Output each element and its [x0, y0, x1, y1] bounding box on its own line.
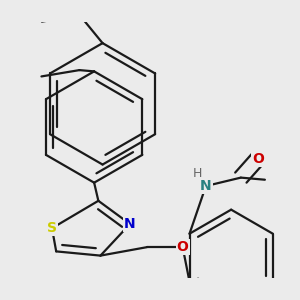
Text: N: N — [200, 179, 212, 193]
Text: O: O — [177, 240, 189, 254]
Text: N: N — [124, 217, 136, 231]
Text: O: O — [252, 152, 264, 166]
Text: H: H — [192, 167, 202, 180]
Text: S: S — [47, 221, 57, 235]
